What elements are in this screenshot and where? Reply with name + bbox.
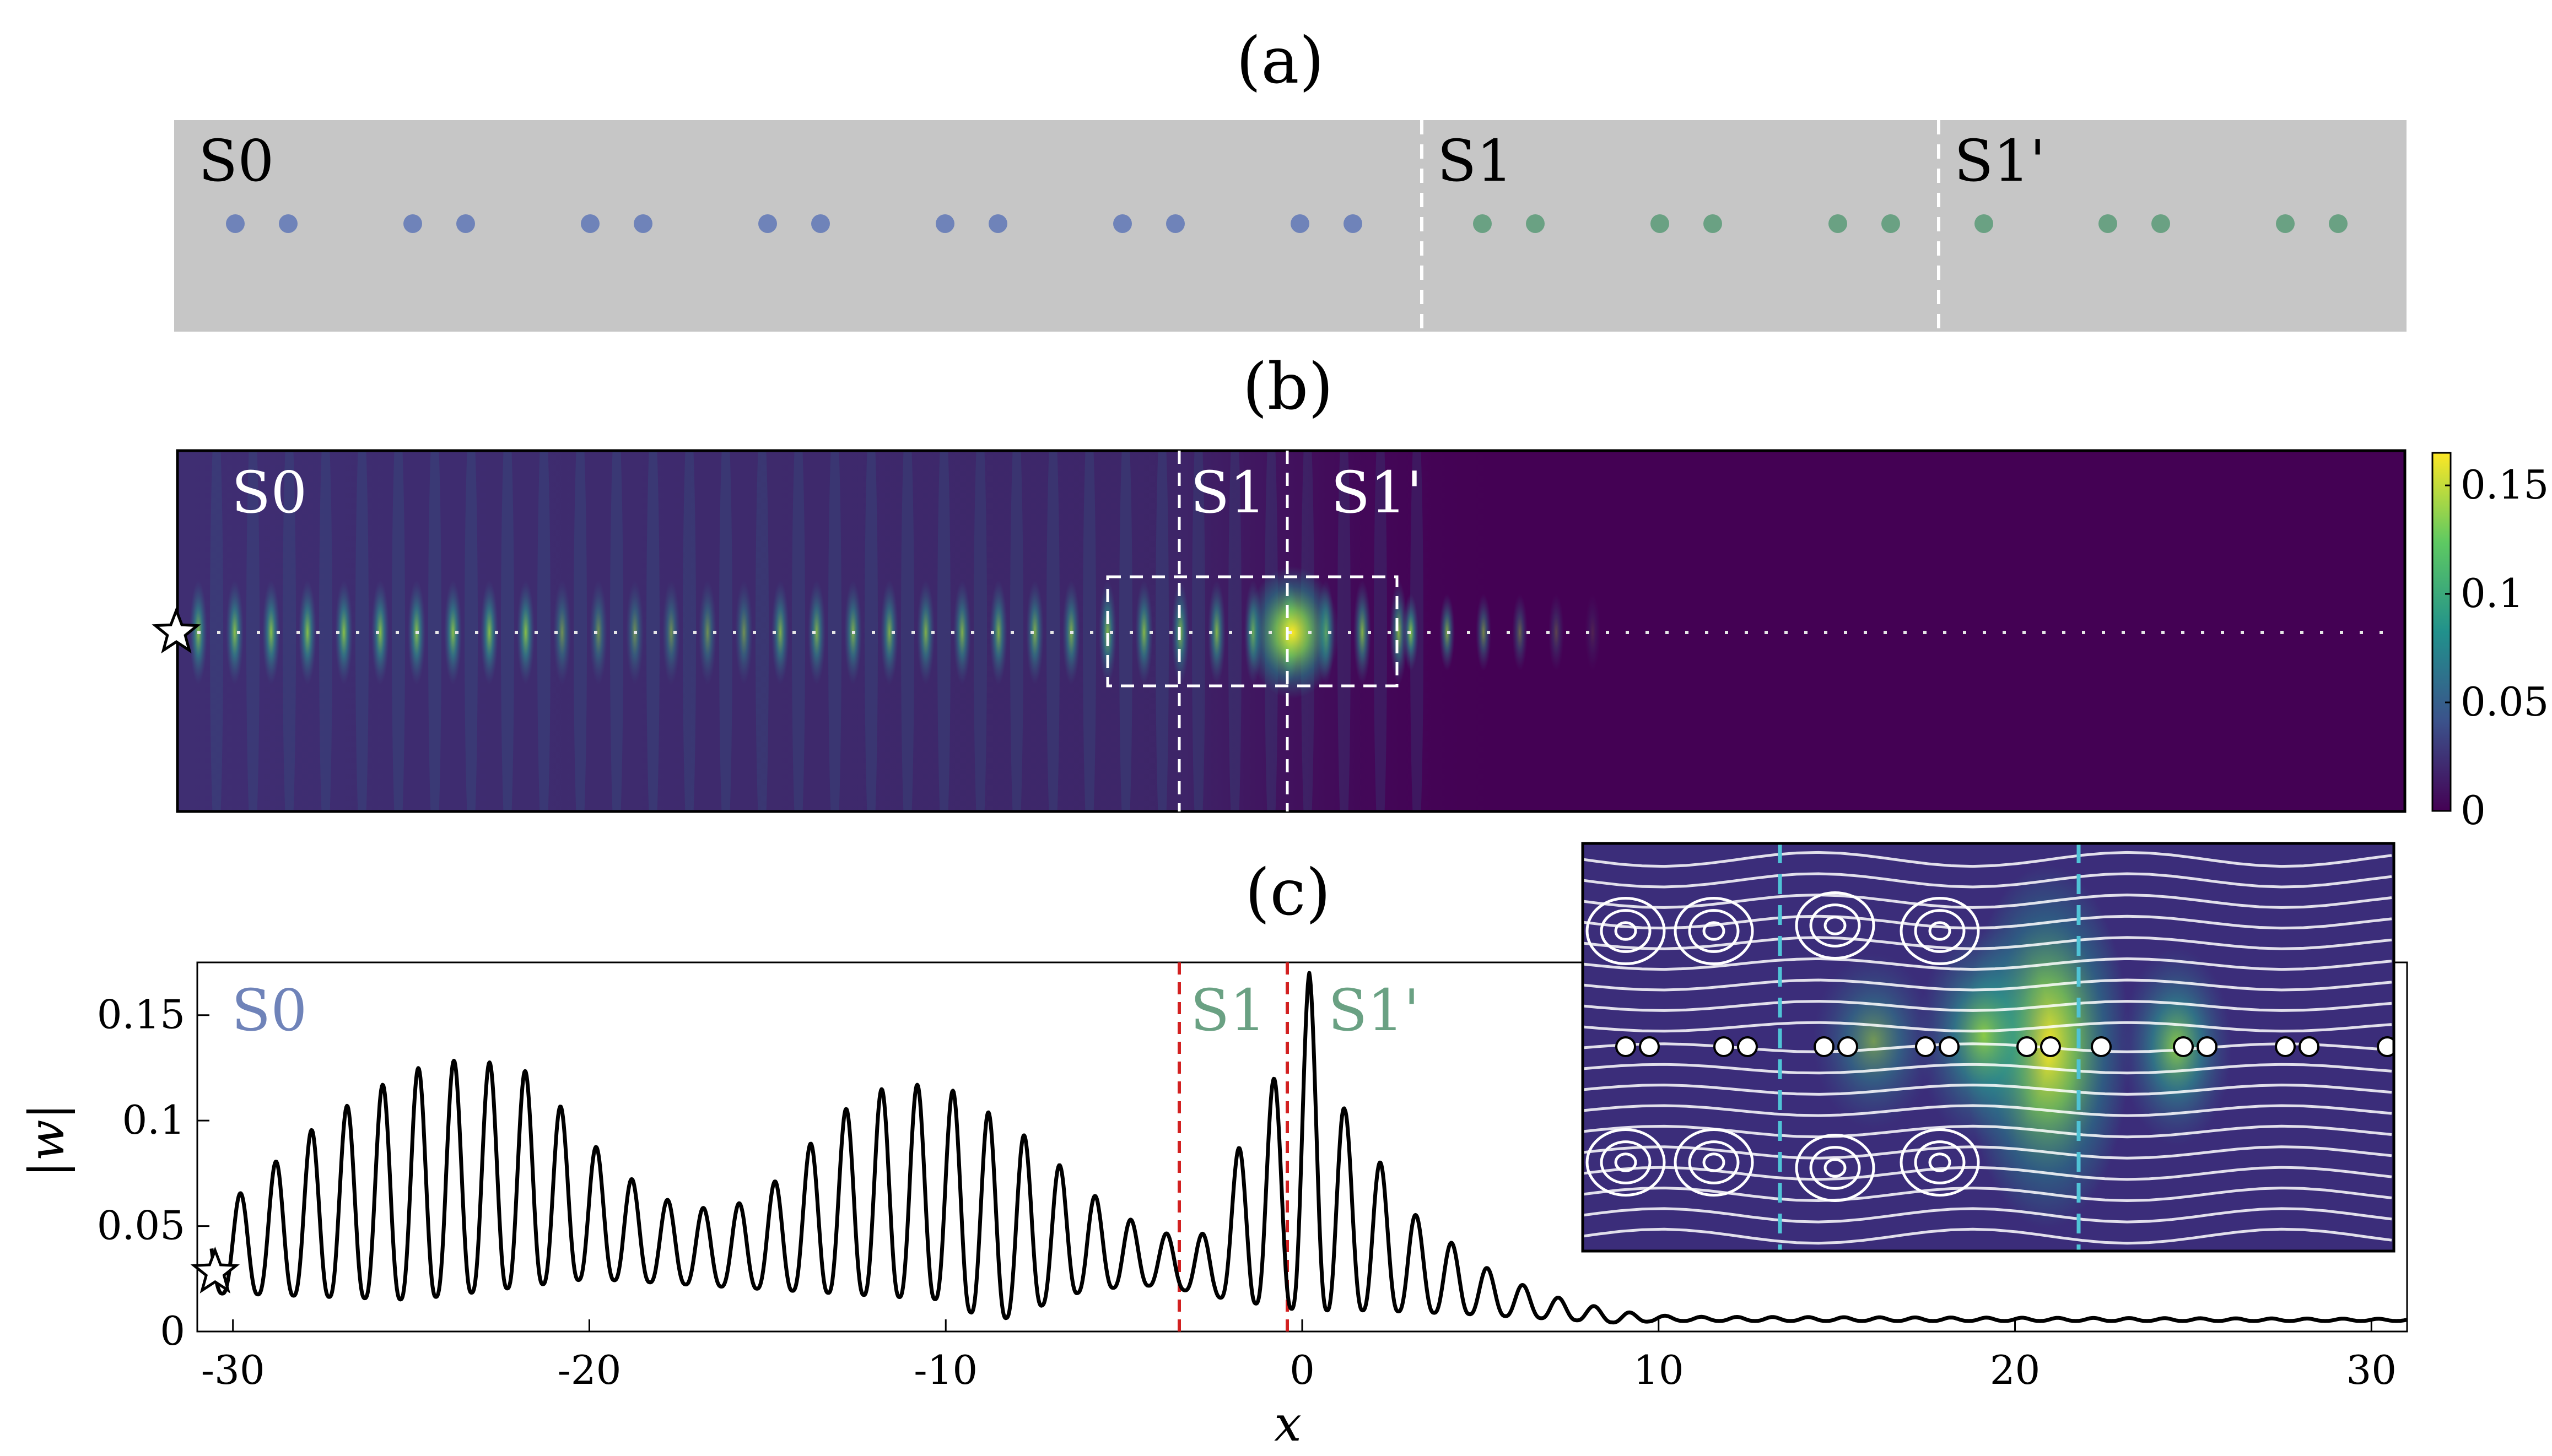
- inset-scatterer-dot: [2040, 1036, 2061, 1057]
- s1-scatterer-dot: [2329, 214, 2348, 233]
- colorbar: 0.15 0.1 0.05 0: [2431, 452, 2549, 833]
- x-tick-label: -10: [914, 1347, 978, 1393]
- inset-scatterer-dot: [1713, 1036, 1734, 1057]
- inset-scatterer-dot: [1915, 1036, 1936, 1057]
- s0-scatterer-dot: [989, 214, 1007, 233]
- inset-scatterer-dot: [1639, 1036, 1660, 1057]
- panel-b-label-s1p: S1': [1331, 459, 1422, 526]
- s0-scatterer-dot: [758, 214, 777, 233]
- x-tick-label: 10: [1633, 1347, 1684, 1393]
- x-tick-label: -30: [201, 1347, 265, 1393]
- panel-a: (a) S0 S1 S1': [174, 24, 2407, 332]
- x-tick-label: 20: [1990, 1347, 2041, 1393]
- panel-a-scatterers: [226, 214, 2348, 233]
- panel-a-title: (a): [1236, 24, 1324, 98]
- panel-c-label-s1p: S1': [1328, 977, 1420, 1044]
- s0-scatterer-dot: [936, 214, 954, 233]
- s1-scatterer-dot: [1526, 214, 1545, 233]
- s0-scatterer-dot: [1113, 214, 1132, 233]
- colorbar-gradient: [2431, 452, 2452, 812]
- panel-c: (c) -30 -20 -10 0 10 20 30 0 0.05 0.1 0.15 S0 S1 S…: [18, 842, 2409, 1452]
- source-star-icon: [152, 606, 201, 654]
- s1-scatterer-dot: [2276, 214, 2295, 233]
- x-tick-label: 0: [1290, 1347, 1315, 1393]
- colorbar-tick-label: 0.05: [2461, 679, 2549, 725]
- inset-scatterer-dot: [2091, 1036, 2112, 1057]
- field-map-inset-region: [1106, 575, 1399, 688]
- inset-scatterer-dot: [1939, 1036, 1960, 1057]
- panel-a-label-s0: S0: [198, 127, 274, 194]
- inset-scatterer-dot: [1814, 1036, 1835, 1057]
- y-tick-label: 0: [160, 1308, 185, 1354]
- s1-scatterer-dot: [1974, 214, 1993, 233]
- panel-b: (b) S0 S1 S1' 0.15 0.1 0.05 0: [152, 350, 2549, 833]
- inset-scatterer-dot: [1615, 1036, 1636, 1057]
- panel-c-title: (c): [1245, 856, 1330, 930]
- s0-scatterer-dot: [1291, 214, 1309, 233]
- s0-scatterer-dot: [456, 214, 475, 233]
- y-tick-label: 0.05: [97, 1203, 185, 1249]
- inset-scatterer-dot: [2299, 1036, 2319, 1057]
- s1-scatterer-dot: [1881, 214, 1900, 233]
- panel-a-label-s1p: S1': [1954, 127, 2046, 194]
- y-tick-label: 0.15: [97, 992, 185, 1038]
- colorbar-tick-label: 0: [2461, 787, 2486, 833]
- s1-scatterer-dot: [2151, 214, 2170, 233]
- panel-b-title: (b): [1243, 350, 1334, 424]
- colorbar-tick-label: 0.1: [2461, 570, 2524, 616]
- colorbar-tick-label: 0.15: [2461, 462, 2549, 508]
- panel-c-label-s0: S0: [231, 977, 307, 1044]
- x-tick-label: 30: [2346, 1347, 2397, 1393]
- inset-scatterer-dot: [2275, 1036, 2296, 1057]
- inset-scatterer-dot: [2173, 1036, 2194, 1057]
- inset-scatterer-dot: [2016, 1036, 2037, 1057]
- panel-a-label-s1: S1: [1437, 127, 1513, 194]
- s0-scatterer-dot: [403, 214, 422, 233]
- s1-scatterer-dot: [2098, 214, 2117, 233]
- s1-scatterer-dot: [1473, 214, 1492, 233]
- y-axis-label: |w|: [18, 1103, 75, 1178]
- panel-b-label-s0: S0: [231, 459, 307, 526]
- s1-scatterer-dot: [1650, 214, 1669, 233]
- inset-streamlines: [1581, 842, 2395, 1253]
- source-star-marker-icon: [190, 1246, 240, 1293]
- s0-scatterer-dot: [1344, 214, 1362, 233]
- s1-scatterer-dot: [1703, 214, 1722, 233]
- inset-scatterer-dot: [2197, 1036, 2218, 1057]
- x-tick-label: -20: [557, 1347, 621, 1393]
- panel-b-label-s1: S1: [1190, 459, 1266, 526]
- inset-scatterer-dot: [2377, 1036, 2394, 1057]
- s0-scatterer-dot: [634, 214, 652, 233]
- inset-frame: [1581, 842, 2395, 1253]
- inset-scatterer-dot: [1837, 1036, 1858, 1057]
- s0-scatterer-dot: [1166, 214, 1185, 233]
- panel-a-background: [174, 120, 2407, 332]
- series-amplitude-line: [209, 971, 2409, 1325]
- s1-scatterer-dot: [1828, 214, 1847, 233]
- s0-scatterer-dot: [811, 214, 830, 233]
- y-tick-label: 0.1: [122, 1097, 185, 1143]
- panel-c-label-s1: S1: [1190, 977, 1266, 1044]
- inset-scatterer-dot: [1737, 1036, 1758, 1057]
- s0-scatterer-dot: [581, 214, 600, 233]
- s0-scatterer-dot: [226, 214, 245, 233]
- x-axis-label: x: [1274, 1395, 1302, 1452]
- s0-scatterer-dot: [279, 214, 298, 233]
